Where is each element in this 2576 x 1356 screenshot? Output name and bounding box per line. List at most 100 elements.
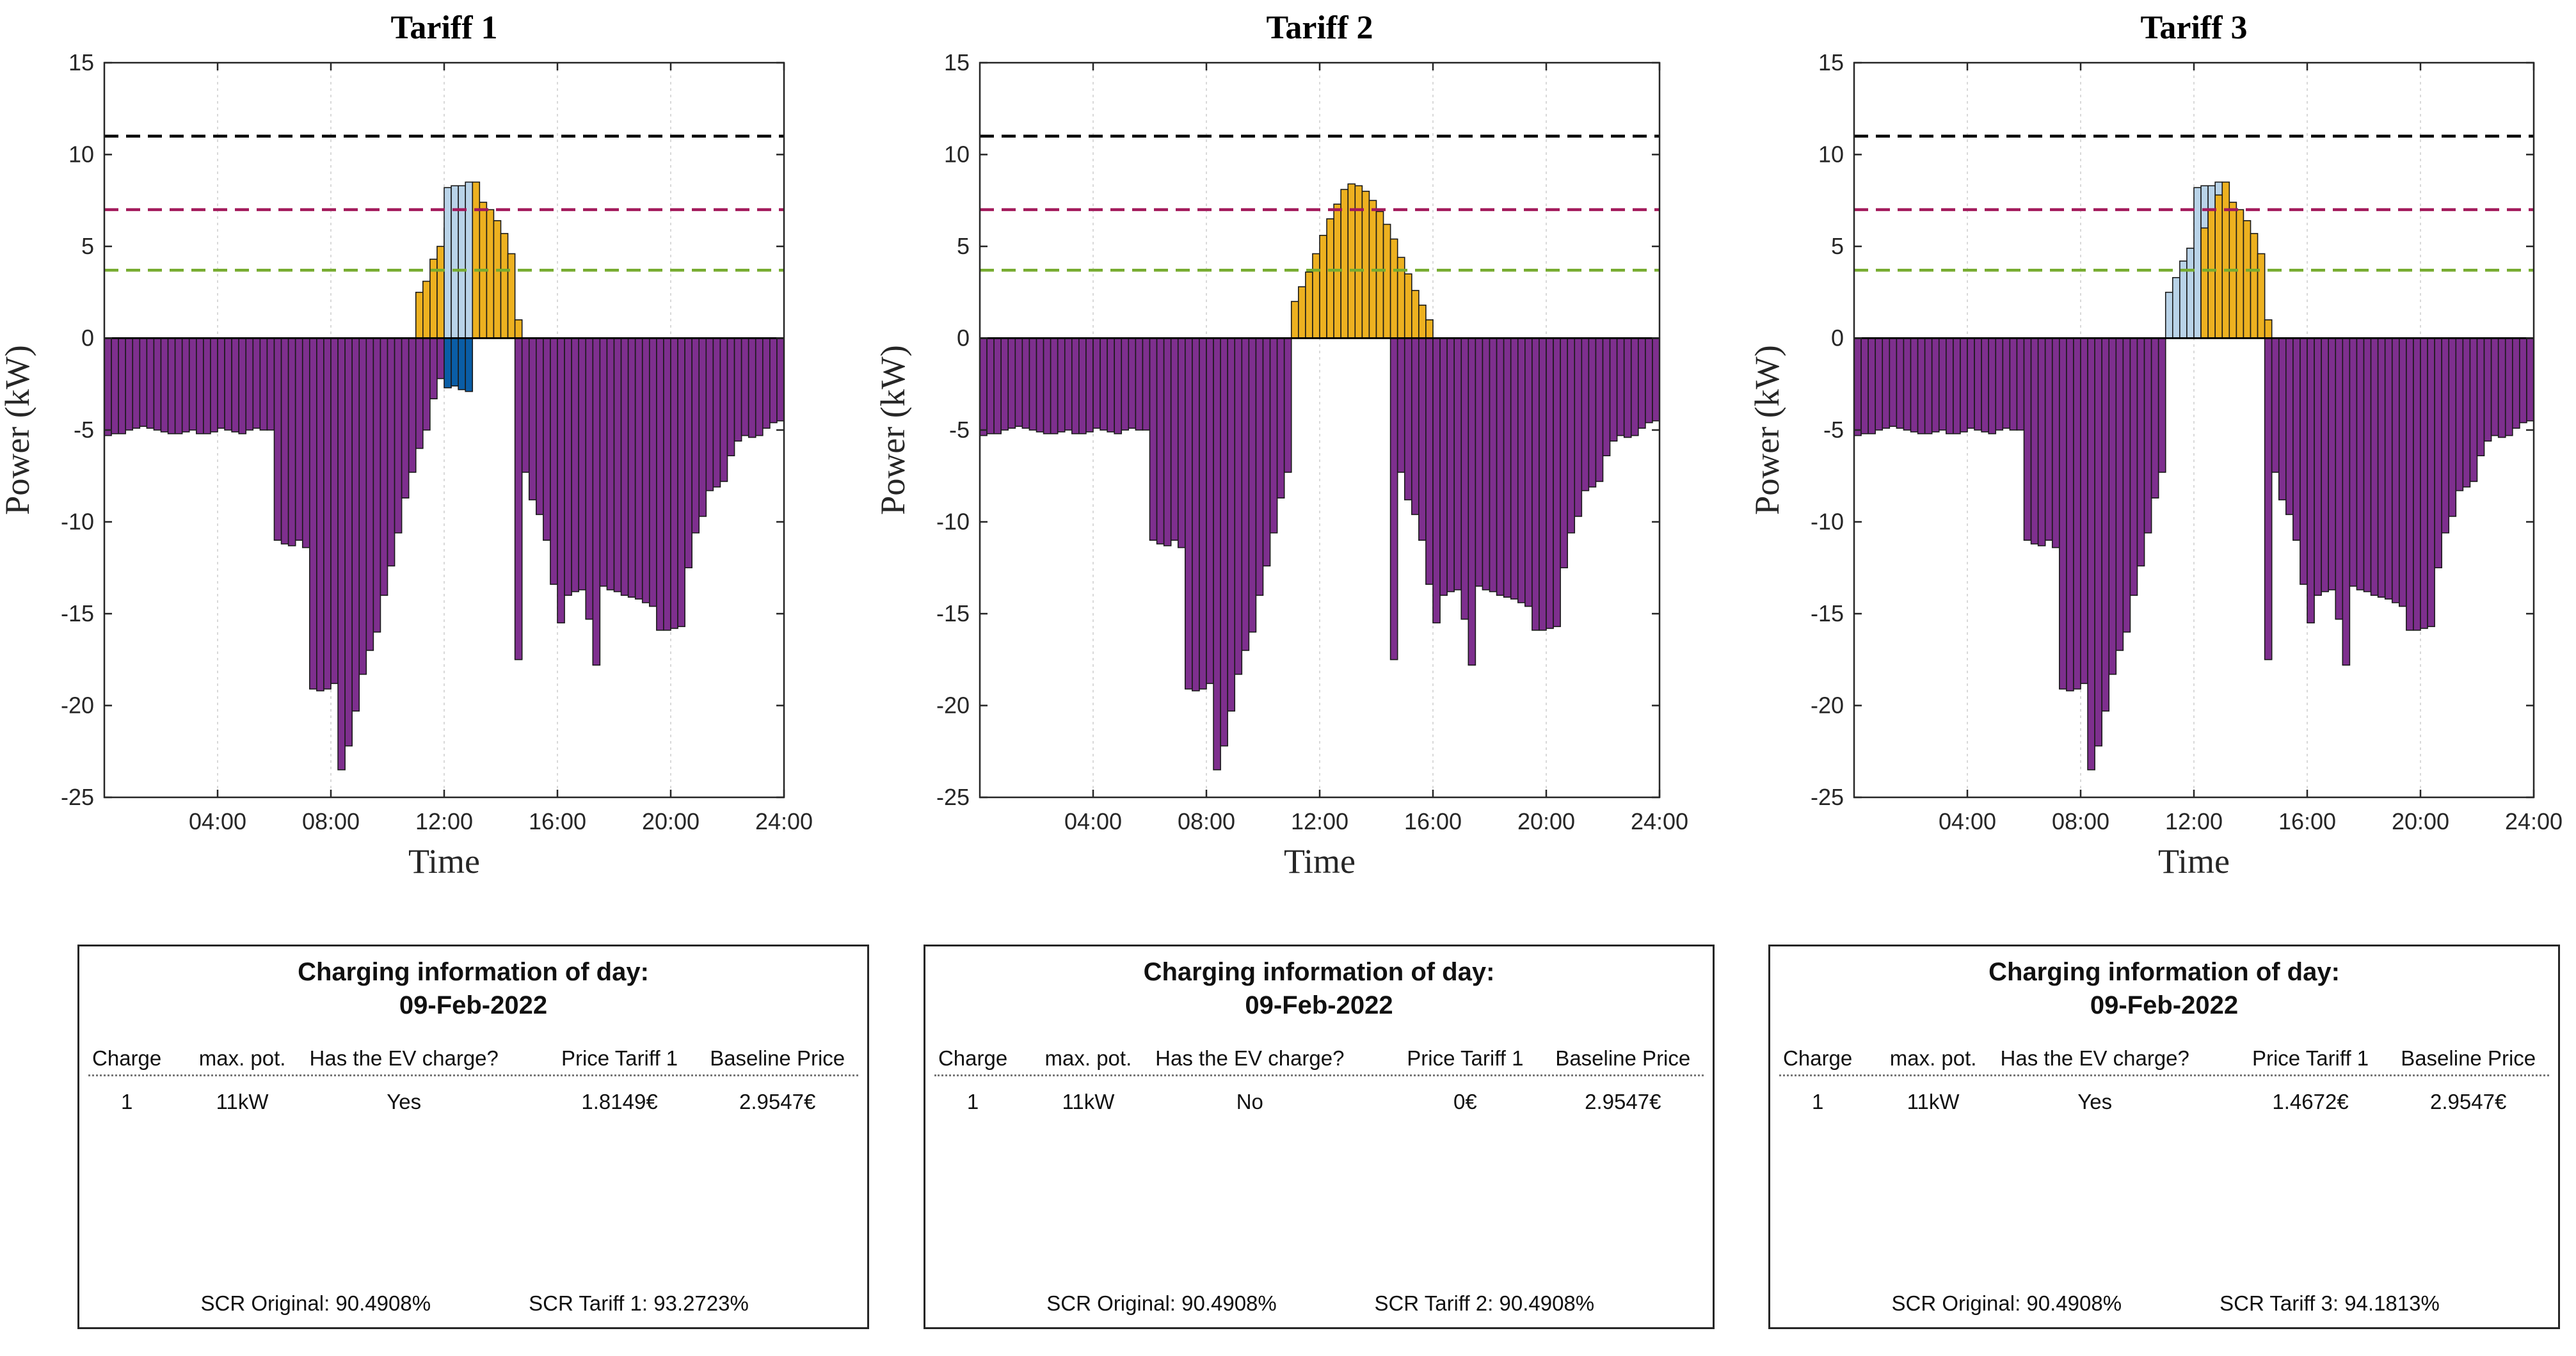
y-tick-label: -5 [74, 417, 94, 443]
bar-s0-93 [2512, 337, 2520, 429]
bar-s0-67 [1453, 337, 1462, 591]
bar-s0-63 [1425, 337, 1434, 585]
bar-s0-75 [634, 337, 643, 600]
scr-tariff: SCR Tariff 1: 93.2723% [529, 1291, 749, 1315]
bar-s0-91 [2497, 337, 2506, 438]
bar-s0-16 [1967, 337, 1975, 429]
bar-s0-12 [1064, 337, 1073, 431]
bar-s0-45 [422, 337, 431, 431]
bar-s0-73 [2370, 337, 2379, 596]
bar-s0-71 [1482, 337, 1491, 591]
scr-original: SCR Original: 90.4908% [1046, 1291, 1277, 1315]
bar-s0-41 [1269, 337, 1278, 534]
bar-s0-24 [273, 337, 282, 541]
bar-s0-24 [1149, 337, 1158, 541]
bar-s0-74 [627, 337, 636, 598]
bar-s0-0 [979, 337, 988, 436]
bar-s0-89 [1609, 337, 1618, 442]
bar-s0-1 [1860, 337, 1869, 435]
y-tick-label: -25 [1811, 784, 1844, 810]
x-tick-label: 04:00 [1939, 808, 1996, 834]
bar-s0-2 [118, 337, 126, 435]
bar-s0-68 [585, 337, 594, 620]
bar-s0-33 [1213, 337, 1221, 770]
bar-s0-74 [1503, 337, 1512, 598]
bar-s2-49 [2200, 227, 2209, 339]
bar-s0-89 [2483, 337, 2492, 442]
bar-s1-63 [1425, 319, 1434, 339]
info-row-cell: 1.8149€ [581, 1090, 658, 1113]
y-tick-label: 10 [68, 141, 94, 168]
bar-s0-79 [1539, 337, 1547, 631]
bar-s0-5 [139, 337, 148, 427]
bar-s0-86 [1588, 337, 1597, 488]
bar-s0-58 [1389, 337, 1398, 660]
bar-s0-79 [663, 337, 671, 631]
bar-s1-47 [1312, 253, 1320, 339]
info-row-cell: 11kW [1062, 1090, 1115, 1113]
bar-s0-90 [2490, 337, 2499, 436]
info-date: 09-Feb-2022 [399, 991, 548, 1019]
bar-s0-3 [1875, 337, 1884, 431]
bar-s0-21 [1128, 337, 1137, 429]
bar-s0-82 [2434, 337, 2442, 569]
bar-s1-54 [1361, 191, 1370, 339]
bar-s0-43 [1283, 337, 1292, 473]
bar-s0-24 [2023, 337, 2032, 541]
y-tick-label: 5 [81, 233, 94, 259]
info-header-cell: Has the EV charge? [1155, 1046, 1345, 1070]
bar-s0-89 [733, 337, 742, 442]
bar-s0-63 [2300, 337, 2308, 585]
bar-s1-45 [1298, 286, 1306, 339]
y-tick-label: -10 [1811, 509, 1844, 535]
chart-title-tariff-3: Tariff 3 [2140, 10, 2248, 46]
bar-s0-42 [1276, 337, 1285, 499]
bar-s0-4 [132, 337, 141, 429]
bar-s0-38 [1248, 337, 1257, 633]
bar-s1-62 [1418, 305, 1427, 339]
bar-s0-42 [2150, 337, 2159, 499]
bar-s0-18 [1107, 337, 1115, 433]
bar-s2-56 [2250, 233, 2259, 339]
bar-s0-68 [2335, 337, 2344, 620]
charging-info-box-2: Charging information of day: 09-Feb-2022 C… [924, 945, 1715, 1329]
x-tick-label: 16:00 [529, 808, 586, 834]
bar-s0-2 [993, 337, 1002, 435]
bar-s0-37 [365, 337, 374, 651]
bar-s0-18 [231, 337, 239, 433]
bar-s0-64 [557, 337, 565, 624]
bar-s0-67 [2328, 337, 2337, 591]
bar-s0-90 [740, 337, 749, 436]
bar-s0-21 [2002, 337, 2011, 429]
bar-s0-80 [2420, 337, 2428, 629]
bar-s0-8 [1910, 337, 1919, 433]
bar-s0-8 [1036, 337, 1044, 433]
bar-s0-31 [2073, 337, 2081, 690]
bar-s0-58 [514, 337, 523, 660]
chart-title-tariff-2: Tariff 2 [1266, 10, 1373, 46]
bar-s0-28 [1177, 337, 1186, 548]
bar-s0-43 [408, 337, 417, 473]
bar-s2-52 [2221, 181, 2230, 339]
bar-s0-13 [196, 337, 204, 435]
y-tick-label: -20 [1811, 692, 1844, 719]
bar-s0-60 [528, 337, 537, 500]
bar-s0-22 [259, 337, 268, 431]
bar-s0-64 [1432, 337, 1441, 624]
bar-s3-48 [444, 187, 452, 339]
y-tick-label: -25 [61, 784, 94, 810]
bar-s1-49 [451, 337, 459, 387]
bar-s0-75 [1510, 337, 1519, 600]
x-tick-label: 24:00 [755, 808, 813, 834]
x-tick-label: 12:00 [2165, 808, 2223, 834]
bar-s0-72 [613, 337, 622, 593]
bar-s0-0 [1853, 337, 1862, 436]
bar-s0-9 [1043, 337, 1052, 435]
bar-s0-13 [1946, 337, 1954, 435]
info-header-cell: Charge [92, 1046, 162, 1070]
bar-s0-25 [2030, 337, 2039, 545]
bar-s0-59 [1396, 337, 1405, 473]
bar-s0-3 [1000, 337, 1009, 431]
bar-s0-30 [1192, 337, 1200, 692]
bar-s0-72 [1489, 337, 1498, 593]
